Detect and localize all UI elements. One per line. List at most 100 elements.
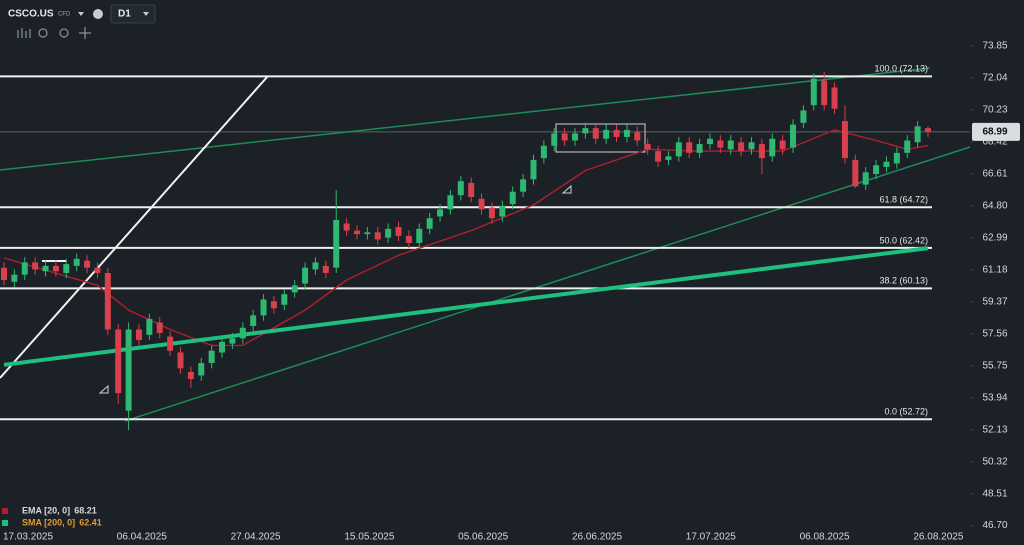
x-tick-label: 26.08.2025 <box>913 532 963 543</box>
candle-body <box>146 318 153 335</box>
candle-body <box>675 142 682 157</box>
candle-body <box>655 151 662 162</box>
toolbar: CSCO.US CFD D1 <box>8 4 156 39</box>
candle-body <box>302 267 309 284</box>
candle-body <box>758 144 765 159</box>
candle-body <box>167 336 174 351</box>
y-tick-label: 53.94 <box>982 392 1007 403</box>
zoom-out-icon[interactable] <box>38 28 48 38</box>
candle-body <box>914 126 921 143</box>
triangle-drawing <box>98 384 109 394</box>
candle-body <box>457 181 464 196</box>
timeframe-select[interactable] <box>110 4 156 24</box>
candle-body <box>447 195 454 210</box>
candle-body <box>250 315 257 326</box>
candle-body <box>530 159 537 180</box>
x-tick-label: 15.05.2025 <box>344 532 394 543</box>
candle-body <box>94 267 101 273</box>
y-tick-label: 64.80 <box>982 200 1007 211</box>
candle-body <box>239 327 246 339</box>
candle-body <box>177 352 184 369</box>
trendline <box>0 75 269 379</box>
y-tick-label: 55.75 <box>982 360 1007 371</box>
fib-label: 38.2 (60.13) <box>879 276 928 286</box>
indicator-line <box>3 129 929 347</box>
y-tick-label: 46.70 <box>982 520 1007 531</box>
candle-body <box>509 191 516 205</box>
candle-body <box>551 133 558 146</box>
candle-body <box>852 159 859 187</box>
y-tick-label: 72.04 <box>982 73 1007 84</box>
candle-body <box>364 232 371 235</box>
candle-body <box>821 80 828 106</box>
candle-body <box>281 294 288 305</box>
candle-body <box>572 133 579 141</box>
candle-body <box>437 209 444 217</box>
candle-body <box>873 165 880 175</box>
candle-body <box>810 78 817 106</box>
candle-body <box>52 265 59 272</box>
candle-body <box>21 262 28 275</box>
fib-label: 100.0 (72.13) <box>874 64 928 74</box>
candle-body <box>488 207 495 219</box>
crosshair-icon[interactable] <box>79 27 91 39</box>
candle-body <box>520 179 527 192</box>
x-tick-label: 26.06.2025 <box>572 532 622 543</box>
candle-body <box>73 258 80 266</box>
legend-swatch <box>2 508 8 514</box>
candle-body <box>405 235 412 243</box>
candle-body <box>63 264 70 273</box>
candle-body <box>779 140 786 150</box>
candle-body <box>270 301 277 309</box>
fib-label: 50.0 (62.42) <box>879 235 928 245</box>
candle-body <box>738 142 745 152</box>
timeframe: D1 <box>118 9 131 20</box>
info-icon[interactable] <box>93 9 103 19</box>
candle-body <box>696 144 703 153</box>
candle-body <box>592 128 599 139</box>
legend-value: 62.41 <box>79 517 102 527</box>
candle-body <box>115 329 122 394</box>
y-tick-label: 48.51 <box>982 488 1007 499</box>
candle-body <box>333 219 340 268</box>
candle-body <box>1 267 7 281</box>
y-tick-label: 62.99 <box>982 232 1007 243</box>
candle-body <box>219 341 226 353</box>
candle-body <box>416 228 423 243</box>
fib-label: 61.8 (64.72) <box>879 195 928 205</box>
candle-body <box>84 260 91 268</box>
candle-body <box>104 272 111 330</box>
instrument-type: CFD <box>58 12 71 18</box>
x-tick-label: 06.08.2025 <box>800 532 850 543</box>
trendline <box>124 146 971 422</box>
bars-icon[interactable] <box>17 28 31 38</box>
candle-body <box>208 350 215 364</box>
y-tick-label: 52.13 <box>982 424 1007 435</box>
candle-body <box>613 129 620 137</box>
symbol[interactable]: CSCO.US <box>8 9 54 20</box>
y-tick-label: 50.32 <box>982 456 1007 467</box>
zoom-in-icon[interactable] <box>59 28 69 38</box>
candle-body <box>32 262 39 270</box>
legend-name: SMA [200, 0] <box>22 517 75 527</box>
candle-body <box>343 223 350 231</box>
dropdown-arrow[interactable] <box>143 12 149 16</box>
candle-body <box>291 285 298 293</box>
x-tick-label: 06.04.2025 <box>117 532 167 543</box>
candle-body <box>135 329 142 341</box>
legend-name: EMA [20, 0] <box>22 505 70 515</box>
y-tick-label: 59.37 <box>982 296 1007 307</box>
candle-body <box>322 265 329 273</box>
candle-body <box>385 228 392 238</box>
candle-body <box>426 218 433 229</box>
indicator-line <box>3 246 929 367</box>
candle-body <box>706 138 713 145</box>
candle-body <box>198 363 205 376</box>
x-tick-label: 05.06.2025 <box>458 532 508 543</box>
candle-body <box>727 140 734 150</box>
candle-body <box>353 230 360 235</box>
x-tick-label: 27.04.2025 <box>231 532 281 543</box>
dropdown-arrow[interactable] <box>78 12 84 16</box>
